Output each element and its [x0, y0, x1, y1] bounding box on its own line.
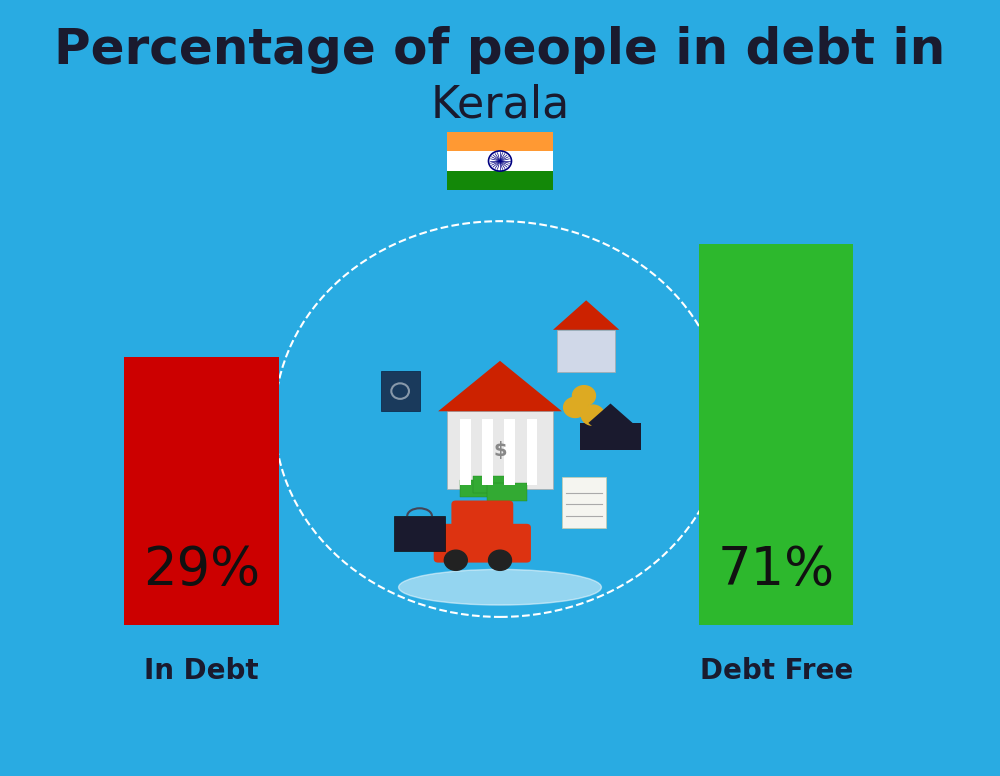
- FancyBboxPatch shape: [557, 330, 615, 372]
- Text: Percentage of people in debt in: Percentage of people in debt in: [54, 26, 946, 74]
- FancyBboxPatch shape: [504, 419, 515, 485]
- FancyBboxPatch shape: [394, 516, 445, 551]
- FancyBboxPatch shape: [487, 483, 527, 501]
- Polygon shape: [553, 300, 619, 330]
- FancyBboxPatch shape: [451, 501, 513, 532]
- Circle shape: [489, 550, 511, 570]
- FancyBboxPatch shape: [447, 132, 553, 151]
- FancyBboxPatch shape: [699, 244, 853, 625]
- Circle shape: [572, 386, 595, 406]
- Text: $: $: [493, 441, 507, 459]
- Polygon shape: [438, 361, 562, 411]
- FancyBboxPatch shape: [473, 476, 513, 493]
- FancyBboxPatch shape: [434, 524, 531, 563]
- Ellipse shape: [399, 570, 601, 605]
- FancyBboxPatch shape: [381, 371, 420, 411]
- Text: Kerala: Kerala: [430, 83, 570, 126]
- Circle shape: [564, 397, 587, 417]
- Circle shape: [581, 405, 604, 425]
- FancyBboxPatch shape: [460, 480, 500, 497]
- FancyBboxPatch shape: [447, 171, 553, 190]
- Circle shape: [444, 550, 467, 570]
- FancyBboxPatch shape: [447, 411, 553, 489]
- Text: Debt Free: Debt Free: [700, 657, 853, 685]
- Text: %: %: [496, 413, 518, 433]
- FancyBboxPatch shape: [124, 357, 279, 625]
- FancyBboxPatch shape: [527, 419, 537, 485]
- Text: 71%: 71%: [718, 544, 835, 597]
- FancyBboxPatch shape: [482, 419, 493, 485]
- Text: In Debt: In Debt: [144, 657, 259, 685]
- FancyBboxPatch shape: [580, 423, 641, 450]
- FancyBboxPatch shape: [447, 151, 553, 171]
- Text: 29%: 29%: [143, 544, 260, 597]
- FancyBboxPatch shape: [562, 477, 606, 528]
- Polygon shape: [588, 404, 633, 442]
- FancyBboxPatch shape: [460, 419, 471, 485]
